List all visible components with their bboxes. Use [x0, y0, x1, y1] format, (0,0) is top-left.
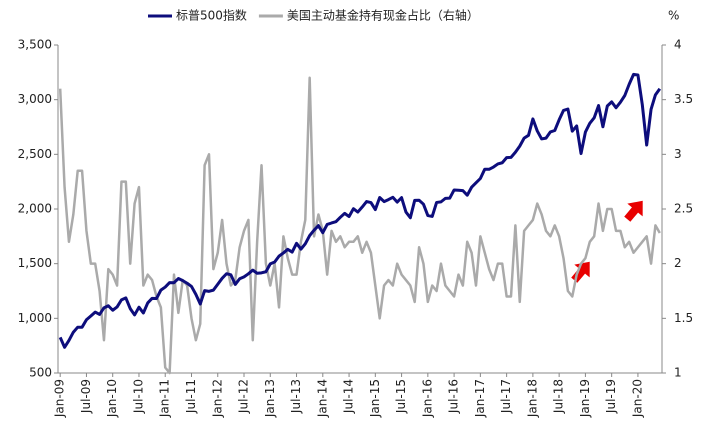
x-tick-label: Jan-13 — [263, 379, 277, 418]
y2-tick-label: 2.5 — [674, 202, 693, 216]
x-tick-label: Jan-15 — [368, 379, 382, 418]
y-tick-label: 2,500 — [18, 147, 52, 161]
x-tick-label: Jul-13 — [289, 379, 303, 414]
y-tick-label: 2,000 — [18, 202, 52, 216]
x-tick-label: Jul-19 — [604, 379, 618, 414]
y-tick-label: 1,500 — [18, 256, 52, 270]
y-tick-label: 1,000 — [18, 311, 52, 325]
x-tick-label: Jul-14 — [342, 379, 356, 414]
y2-axis-label: % — [668, 9, 679, 23]
y2-tick-label: 2 — [674, 256, 682, 270]
x-tick-label: Jul-09 — [79, 379, 93, 414]
x-tick-label: Jan-14 — [315, 379, 329, 418]
y2-tick-label: 1.5 — [674, 311, 693, 325]
x-tick-label: Jan-09 — [53, 379, 67, 418]
y-tick-label: 3,500 — [18, 38, 52, 52]
x-tick-label: Jan-11 — [158, 379, 172, 418]
y2-tick-label: 1 — [674, 366, 682, 380]
y-tick-label: 3,000 — [18, 92, 52, 106]
legend-label: 美国主动基金持有现金占比（右轴） — [287, 8, 479, 23]
line-series — [58, 72, 662, 349]
line-series — [58, 76, 661, 375]
x-tick-label: Jan-16 — [420, 379, 434, 418]
x-tick-label: Jan-17 — [473, 379, 487, 418]
x-tick-label: Jan-20 — [630, 379, 644, 418]
x-tick-label: Jul-11 — [184, 379, 198, 414]
legend-label: 标普500指数 — [176, 8, 247, 23]
x-tick-label: Jul-10 — [131, 379, 145, 414]
x-tick-label: Jul-12 — [237, 379, 251, 414]
y-tick-label: 500 — [29, 366, 52, 380]
x-tick-label: Jan-18 — [525, 379, 539, 418]
x-tick-label: Jan-10 — [105, 379, 119, 418]
y2-tick-label: 3.5 — [674, 92, 693, 106]
y2-tick-label: 4 — [674, 38, 682, 52]
red-arrow — [571, 261, 590, 283]
x-tick-label: Jul-16 — [447, 379, 461, 414]
x-tick-label: Jan-12 — [210, 379, 224, 418]
x-tick-label: Jul-18 — [552, 379, 566, 414]
x-tick-label: Jul-17 — [499, 379, 513, 414]
red-arrow — [624, 200, 643, 222]
y2-tick-label: 3 — [674, 147, 682, 161]
x-tick-label: Jul-15 — [394, 379, 408, 414]
x-tick-label: Jan-19 — [578, 379, 592, 418]
